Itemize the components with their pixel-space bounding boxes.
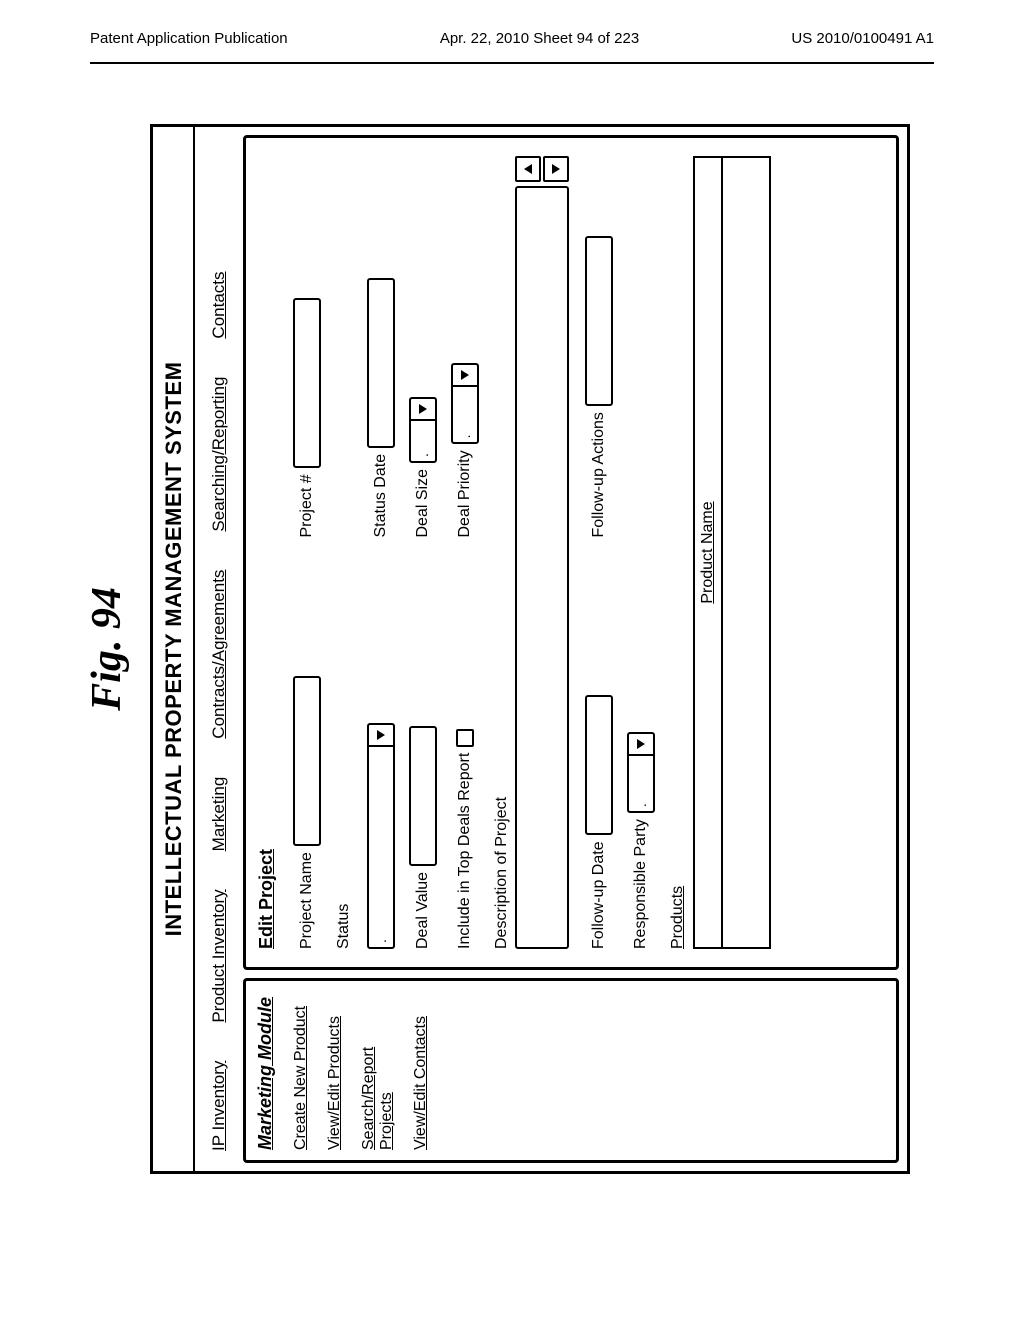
header-left: Patent Application Publication [90,30,288,47]
side-create-product[interactable]: Create New Product [292,991,310,1150]
checkbox-include-top[interactable] [456,729,474,747]
dropdown-responsible-value: . [629,756,653,811]
field-deal-value: Deal Value [409,568,437,950]
body-row: Marketing Module Create New Product View… [243,127,907,1171]
dropdown-status-btn[interactable] [369,725,393,747]
input-deal-value[interactable] [409,726,437,866]
chevron-down-icon [461,370,469,380]
dropdown-deal-size[interactable]: . [409,397,437,463]
label-followup-actions: Follow-up Actions [590,412,608,537]
textarea-description[interactable] [515,186,569,949]
spacer [627,156,655,538]
field-project-name: Project Name [293,568,321,950]
label-status-date: Status Date [372,454,390,538]
figure-label: Fig. 94 [83,587,131,711]
chevron-down-icon [377,730,385,740]
products-table: Product Name [693,156,771,949]
label-followup-date: Follow-up Date [590,841,608,949]
input-project-num[interactable] [293,298,321,468]
spinner-down-button[interactable] [543,156,569,182]
figure-wrap: Fig. 94 INTELLECTUAL PROPERTY MANAGEMENT… [150,124,914,1174]
dropdown-deal-size-btn[interactable] [411,399,435,421]
label-project-num: Project # [298,474,316,537]
module-title: Marketing Module [256,991,276,1150]
products-col-name: Product Name [695,158,723,947]
page-header: Patent Application Publication Apr. 22, … [0,0,1024,57]
chevron-down-icon [637,739,645,749]
nav-product-inventory[interactable]: Product Inventory [209,889,229,1022]
input-followup-date[interactable] [585,695,613,835]
field-project-num: Project # [293,156,321,538]
label-project-name: Project Name [298,852,316,949]
field-followup-date: Follow-up Date [585,568,613,950]
dropdown-deal-priority[interactable]: . [451,363,479,444]
field-deal-priority: Deal Priority . [451,156,479,538]
products-heading: Products [669,156,687,949]
spacer [335,156,353,538]
dropdown-deal-size-value: . [411,421,435,461]
chevron-up-icon [524,164,532,174]
side-nav: Marketing Module Create New Product View… [243,978,899,1163]
description-row [515,156,569,949]
field-deal-size: Deal Size . [409,156,437,538]
label-description: Description of Project [493,156,511,949]
field-status-date: Status Date [367,156,395,538]
dropdown-deal-priority-value: . [453,387,477,442]
field-include-top: Include in Top Deals Report [451,568,479,950]
dropdown-responsible-btn[interactable] [629,734,653,756]
field-followup-actions: Follow-up Actions [585,156,613,538]
label-include-top: Include in Top Deals Report [456,753,474,949]
header-right: US 2010/0100491 A1 [791,30,934,47]
description-spinner [515,156,569,182]
top-nav: IP Inventory Product Inventory Marketing… [195,127,243,1171]
nav-ip-inventory[interactable]: IP Inventory [209,1061,229,1151]
dropdown-status-value: . [369,747,393,947]
field-status-dd: . [367,568,395,950]
spinner-up-button[interactable] [515,156,541,182]
dropdown-responsible[interactable]: . [627,732,655,813]
label-deal-value: Deal Value [414,872,432,949]
app-title: INTELLECTUAL PROPERTY MANAGEMENT SYSTEM [153,127,195,1171]
form-grid-2: Follow-up Date Follow-up Actions Respons… [585,156,655,949]
input-followup-actions[interactable] [585,236,613,406]
header-center: Apr. 22, 2010 Sheet 94 of 223 [440,30,639,47]
dropdown-status[interactable]: . [367,723,395,949]
side-view-edit-products[interactable]: View/Edit Products [326,991,344,1150]
side-view-edit-contacts[interactable]: View/Edit Contacts [412,991,430,1150]
nav-contracts[interactable]: Contracts/Agreements [209,570,229,739]
panel-title: Edit Project [256,156,277,949]
label-deal-size: Deal Size [414,469,432,537]
label-responsible: Responsible Party [632,819,650,949]
input-project-name[interactable] [293,676,321,846]
chevron-down-icon [552,164,560,174]
nav-contacts[interactable]: Contacts [209,271,229,338]
rotated-app: INTELLECTUAL PROPERTY MANAGEMENT SYSTEM … [150,124,910,1174]
nav-searching[interactable]: Searching/Reporting [209,377,229,532]
dropdown-deal-priority-btn[interactable] [453,365,477,387]
label-deal-priority: Deal Priority [456,450,474,537]
products-body [723,158,769,947]
app-frame: INTELLECTUAL PROPERTY MANAGEMENT SYSTEM … [150,124,910,1174]
field-status: Status [335,568,353,950]
input-status-date[interactable] [367,278,395,448]
chevron-down-icon [419,404,427,414]
field-responsible: Responsible Party . [627,568,655,950]
side-search-report-projects[interactable]: Search/Report Projects [360,991,396,1150]
main-panel: Edit Project Project Name Project # Stat… [243,135,899,970]
label-status: Status [335,904,353,949]
header-rule [90,62,934,64]
nav-marketing[interactable]: Marketing [209,777,229,852]
form-grid: Project Name Project # Status [293,156,479,949]
